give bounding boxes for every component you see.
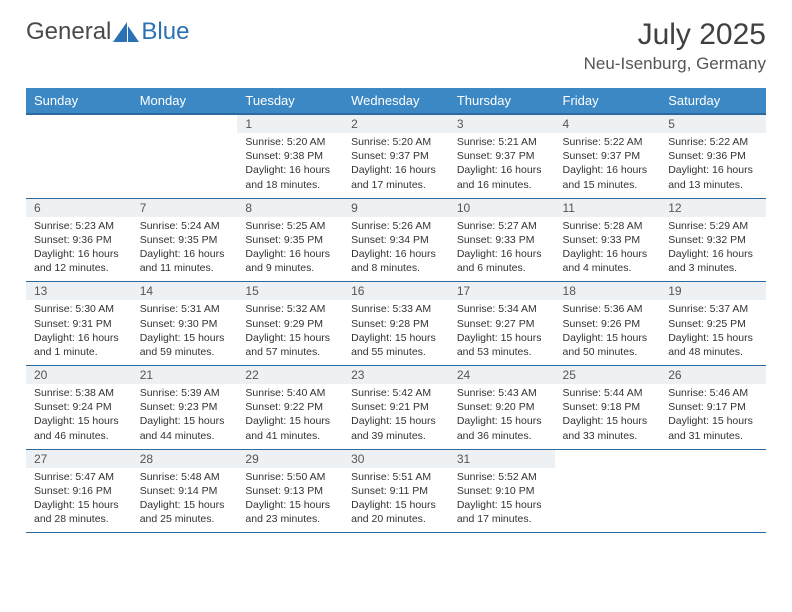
day-data-cell: Sunrise: 5:25 AMSunset: 9:35 PMDaylight:… [237, 217, 343, 282]
day-number-cell: 20 [26, 366, 132, 385]
logo-sail-icon [113, 22, 139, 42]
day-data-cell: Sunrise: 5:52 AMSunset: 9:10 PMDaylight:… [449, 468, 555, 533]
brand-part1: General [26, 18, 111, 46]
day-data-cell: Sunrise: 5:20 AMSunset: 9:37 PMDaylight:… [343, 133, 449, 198]
day-data-cell: Sunrise: 5:27 AMSunset: 9:33 PMDaylight:… [449, 217, 555, 282]
data-row: Sunrise: 5:38 AMSunset: 9:24 PMDaylight:… [26, 384, 766, 449]
day-number-cell: 8 [237, 198, 343, 217]
day-data-cell: Sunrise: 5:21 AMSunset: 9:37 PMDaylight:… [449, 133, 555, 198]
day-number-cell: 18 [555, 282, 661, 301]
calendar-table: SundayMondayTuesdayWednesdayThursdayFrid… [26, 88, 766, 533]
day-data-cell: Sunrise: 5:46 AMSunset: 9:17 PMDaylight:… [660, 384, 766, 449]
day-number-cell: 24 [449, 366, 555, 385]
day-number-cell: 3 [449, 114, 555, 133]
day-data-cell: Sunrise: 5:40 AMSunset: 9:22 PMDaylight:… [237, 384, 343, 449]
day-header-row: SundayMondayTuesdayWednesdayThursdayFrid… [26, 88, 766, 114]
daynum-row: 6789101112 [26, 198, 766, 217]
day-number-cell: 9 [343, 198, 449, 217]
day-data-cell: Sunrise: 5:37 AMSunset: 9:25 PMDaylight:… [660, 300, 766, 365]
day-number-cell: 16 [343, 282, 449, 301]
day-header: Wednesday [343, 88, 449, 114]
day-number-cell: 21 [132, 366, 238, 385]
day-number-cell [26, 114, 132, 133]
month-title: July 2025 [584, 18, 766, 52]
day-data-cell: Sunrise: 5:50 AMSunset: 9:13 PMDaylight:… [237, 468, 343, 533]
day-data-cell: Sunrise: 5:22 AMSunset: 9:37 PMDaylight:… [555, 133, 661, 198]
day-data-cell: Sunrise: 5:42 AMSunset: 9:21 PMDaylight:… [343, 384, 449, 449]
day-number-cell: 25 [555, 366, 661, 385]
day-number-cell [660, 449, 766, 468]
day-number-cell: 26 [660, 366, 766, 385]
day-number-cell: 31 [449, 449, 555, 468]
day-data-cell [132, 133, 238, 198]
day-number-cell: 27 [26, 449, 132, 468]
day-number-cell: 1 [237, 114, 343, 133]
day-header: Saturday [660, 88, 766, 114]
day-header: Monday [132, 88, 238, 114]
day-data-cell: Sunrise: 5:28 AMSunset: 9:33 PMDaylight:… [555, 217, 661, 282]
daynum-row: 20212223242526 [26, 366, 766, 385]
day-data-cell: Sunrise: 5:39 AMSunset: 9:23 PMDaylight:… [132, 384, 238, 449]
day-data-cell: Sunrise: 5:48 AMSunset: 9:14 PMDaylight:… [132, 468, 238, 533]
brand-logo: General Blue [26, 18, 189, 46]
day-data-cell: Sunrise: 5:22 AMSunset: 9:36 PMDaylight:… [660, 133, 766, 198]
daynum-row: 2728293031 [26, 449, 766, 468]
day-data-cell: Sunrise: 5:34 AMSunset: 9:27 PMDaylight:… [449, 300, 555, 365]
day-number-cell: 6 [26, 198, 132, 217]
day-number-cell: 2 [343, 114, 449, 133]
data-row: Sunrise: 5:23 AMSunset: 9:36 PMDaylight:… [26, 217, 766, 282]
day-header: Friday [555, 88, 661, 114]
brand-part2: Blue [141, 18, 189, 46]
day-data-cell: Sunrise: 5:38 AMSunset: 9:24 PMDaylight:… [26, 384, 132, 449]
day-number-cell: 4 [555, 114, 661, 133]
day-data-cell: Sunrise: 5:33 AMSunset: 9:28 PMDaylight:… [343, 300, 449, 365]
day-number-cell: 23 [343, 366, 449, 385]
day-number-cell: 14 [132, 282, 238, 301]
day-header: Sunday [26, 88, 132, 114]
header: General Blue July 2025 Neu-Isenburg, Ger… [26, 18, 766, 74]
day-number-cell: 30 [343, 449, 449, 468]
day-data-cell: Sunrise: 5:32 AMSunset: 9:29 PMDaylight:… [237, 300, 343, 365]
data-row: Sunrise: 5:47 AMSunset: 9:16 PMDaylight:… [26, 468, 766, 533]
day-number-cell: 11 [555, 198, 661, 217]
location-label: Neu-Isenburg, Germany [584, 54, 766, 74]
day-data-cell [555, 468, 661, 533]
day-data-cell: Sunrise: 5:36 AMSunset: 9:26 PMDaylight:… [555, 300, 661, 365]
day-data-cell: Sunrise: 5:26 AMSunset: 9:34 PMDaylight:… [343, 217, 449, 282]
day-data-cell [660, 468, 766, 533]
day-data-cell: Sunrise: 5:44 AMSunset: 9:18 PMDaylight:… [555, 384, 661, 449]
data-row: Sunrise: 5:20 AMSunset: 9:38 PMDaylight:… [26, 133, 766, 198]
day-header: Thursday [449, 88, 555, 114]
day-number-cell: 22 [237, 366, 343, 385]
day-number-cell: 13 [26, 282, 132, 301]
day-number-cell: 19 [660, 282, 766, 301]
day-number-cell: 12 [660, 198, 766, 217]
day-number-cell: 5 [660, 114, 766, 133]
day-data-cell: Sunrise: 5:23 AMSunset: 9:36 PMDaylight:… [26, 217, 132, 282]
data-row: Sunrise: 5:30 AMSunset: 9:31 PMDaylight:… [26, 300, 766, 365]
day-data-cell: Sunrise: 5:51 AMSunset: 9:11 PMDaylight:… [343, 468, 449, 533]
day-data-cell: Sunrise: 5:47 AMSunset: 9:16 PMDaylight:… [26, 468, 132, 533]
title-block: July 2025 Neu-Isenburg, Germany [584, 18, 766, 74]
day-number-cell: 28 [132, 449, 238, 468]
day-number-cell: 29 [237, 449, 343, 468]
day-data-cell: Sunrise: 5:29 AMSunset: 9:32 PMDaylight:… [660, 217, 766, 282]
day-number-cell: 17 [449, 282, 555, 301]
day-data-cell: Sunrise: 5:30 AMSunset: 9:31 PMDaylight:… [26, 300, 132, 365]
day-number-cell: 15 [237, 282, 343, 301]
day-number-cell: 7 [132, 198, 238, 217]
day-data-cell: Sunrise: 5:43 AMSunset: 9:20 PMDaylight:… [449, 384, 555, 449]
day-header: Tuesday [237, 88, 343, 114]
day-number-cell [555, 449, 661, 468]
day-data-cell: Sunrise: 5:20 AMSunset: 9:38 PMDaylight:… [237, 133, 343, 198]
day-number-cell: 10 [449, 198, 555, 217]
daynum-row: 12345 [26, 114, 766, 133]
day-data-cell [26, 133, 132, 198]
day-data-cell: Sunrise: 5:24 AMSunset: 9:35 PMDaylight:… [132, 217, 238, 282]
daynum-row: 13141516171819 [26, 282, 766, 301]
day-number-cell [132, 114, 238, 133]
day-data-cell: Sunrise: 5:31 AMSunset: 9:30 PMDaylight:… [132, 300, 238, 365]
